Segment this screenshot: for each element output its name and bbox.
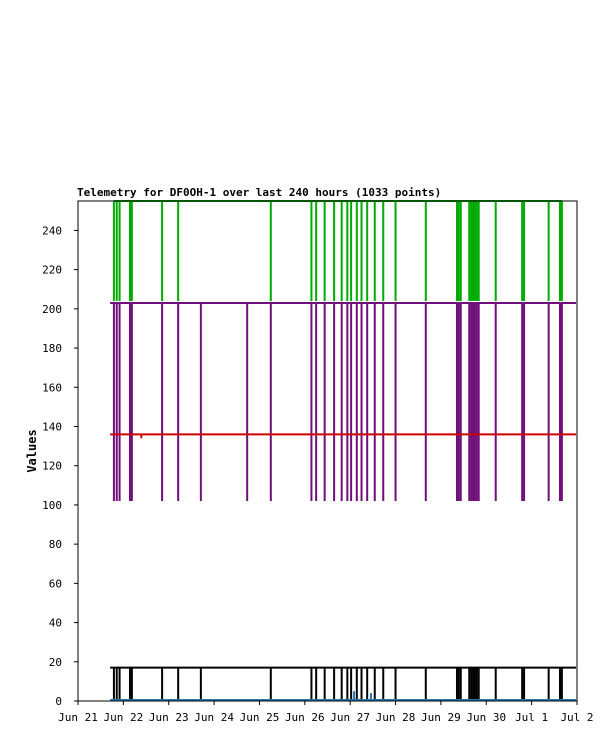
y-tick-label: 200 [42,303,62,316]
y-tick-label: 60 [49,577,62,590]
x-tick-label: Jun 22 [103,711,143,724]
x-tick-label: Jun 25 [240,711,280,724]
x-tick-label: Jun 23 [149,711,189,724]
y-tick-label: 80 [49,538,62,551]
series-4 [110,666,577,701]
series-1 [112,200,563,301]
x-tick-label: Jul 1 [515,711,548,724]
chart-title: Telemetry for DF0OH-1 over last 240 hour… [77,186,441,199]
y-tick-label: 180 [42,342,62,355]
x-tick-label: Jun 21 [58,711,98,724]
y-tick-label: 240 [42,224,62,237]
series-5 [110,691,577,701]
x-tick-label: Jun 24 [194,711,234,724]
y-tick-label: 100 [42,499,62,512]
x-tick-label: Jun 29 [421,711,461,724]
x-tick-label: Jun 28 [376,711,416,724]
plot-frame [77,200,578,702]
x-tick-label: Jul 2 [560,711,593,724]
x-axis: Jun 21 Jun 22 Jun 23 Jun 24 Jun 25 Jun 26 Jun … [58,701,594,724]
y-tick-label: 40 [49,617,62,630]
y-tick-label: 120 [42,460,62,473]
x-tick-label: Jun 30 [466,711,506,724]
y-tick-label: 20 [49,656,62,669]
y-tick-label: 220 [42,264,62,277]
series-3 [110,433,577,439]
y-tick-label: 140 [42,420,62,433]
y-axis-title: Values [25,429,39,472]
y-tick-label: 160 [42,381,62,394]
y-axis: 0 20 40 60 80 100 120 140 160 180 200 220 240 [42,224,78,708]
series-layer [110,200,577,701]
x-tick-label: Jun 26 [285,711,325,724]
x-tick-label: Jun 27 [330,711,370,724]
series-2 [110,301,577,501]
y-tick-label: 0 [55,695,62,708]
